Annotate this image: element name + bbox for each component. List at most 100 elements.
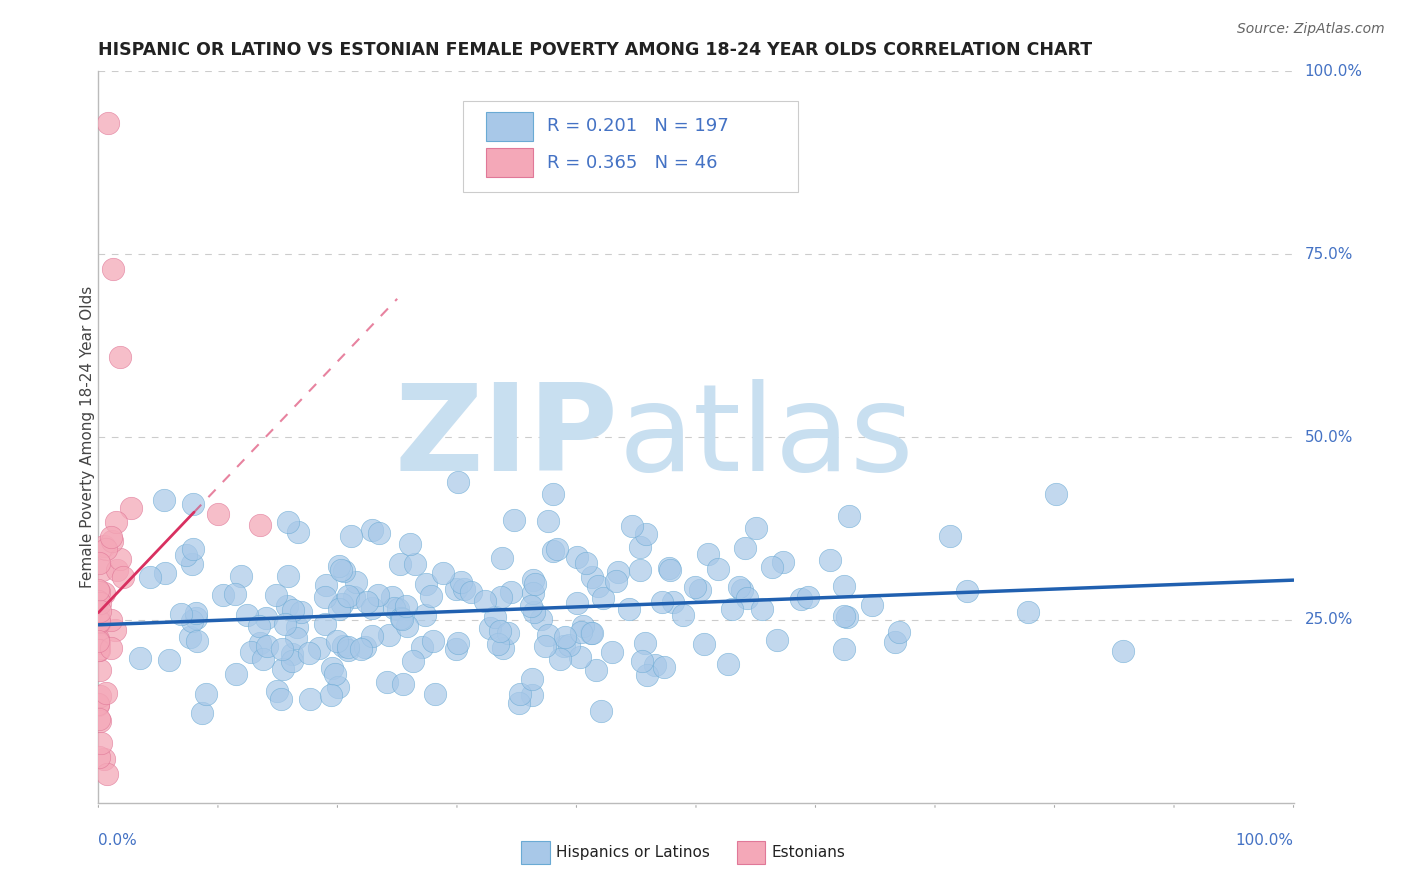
Point	[266, 588, 288, 602]
Point	[581, 626, 603, 640]
Point	[314, 590, 336, 604]
Point	[186, 611, 208, 625]
Point	[889, 624, 911, 639]
Point	[693, 638, 716, 652]
Point	[628, 564, 651, 578]
Point	[553, 640, 575, 654]
Point	[153, 493, 176, 508]
Point	[1017, 605, 1039, 619]
Point	[249, 517, 271, 532]
Point	[581, 570, 603, 584]
Point	[138, 569, 160, 583]
Point	[194, 687, 217, 701]
Point	[860, 598, 883, 612]
Point	[87, 583, 110, 598]
Point	[382, 601, 405, 615]
Point	[254, 611, 277, 625]
Point	[592, 591, 614, 606]
Point	[522, 573, 544, 587]
Point	[174, 548, 197, 562]
Point	[89, 663, 111, 677]
Point	[287, 524, 309, 539]
Point	[628, 540, 651, 554]
Point	[350, 642, 373, 657]
Point	[619, 602, 641, 616]
Point	[605, 574, 627, 589]
Point	[565, 549, 588, 564]
Point	[87, 643, 110, 657]
Point	[388, 557, 411, 571]
Point	[270, 691, 292, 706]
Text: R = 0.365   N = 46: R = 0.365 N = 46	[547, 153, 717, 172]
Text: 0.0%: 0.0%	[98, 833, 138, 848]
Point	[377, 628, 399, 642]
Point	[541, 487, 564, 501]
Point	[184, 607, 207, 621]
Point	[697, 547, 720, 561]
Point	[256, 639, 278, 653]
Point	[236, 608, 259, 623]
Point	[181, 614, 204, 628]
Point	[87, 749, 110, 764]
Point	[404, 558, 426, 572]
Point	[606, 565, 628, 579]
Point	[450, 575, 472, 590]
Text: ZIP: ZIP	[395, 378, 619, 496]
Point	[87, 594, 110, 608]
Point	[190, 706, 212, 720]
Point	[354, 640, 377, 654]
Point	[396, 619, 419, 633]
Point	[569, 649, 592, 664]
Point	[1045, 486, 1067, 500]
Text: Estonians: Estonians	[772, 845, 845, 860]
Point	[415, 607, 437, 622]
Point	[818, 553, 841, 567]
Point	[394, 599, 416, 614]
Point	[444, 642, 467, 657]
Point	[884, 635, 907, 649]
Point	[181, 558, 204, 572]
Point	[420, 589, 443, 603]
Text: 100.0%: 100.0%	[1236, 833, 1294, 848]
Point	[360, 523, 382, 537]
Point	[735, 591, 758, 605]
FancyBboxPatch shape	[463, 101, 797, 192]
Point	[600, 645, 623, 659]
Point	[381, 590, 404, 604]
Point	[565, 596, 588, 610]
Point	[717, 657, 740, 672]
Point	[212, 588, 235, 602]
Point	[179, 630, 201, 644]
Point	[522, 585, 544, 599]
Point	[391, 612, 413, 626]
Point	[938, 529, 960, 543]
Point	[225, 667, 247, 681]
Point	[104, 623, 127, 637]
Text: Hispanics or Latinos: Hispanics or Latinos	[557, 845, 710, 860]
Point	[323, 667, 346, 681]
Point	[93, 585, 115, 599]
Point	[491, 551, 513, 566]
Point	[651, 595, 673, 609]
Point	[89, 617, 111, 632]
Point	[765, 632, 787, 647]
Point	[252, 652, 274, 666]
Point	[170, 607, 193, 622]
Point	[657, 560, 679, 574]
Point	[229, 568, 252, 582]
Point	[411, 640, 433, 654]
Point	[488, 624, 510, 639]
Point	[321, 688, 343, 702]
Point	[543, 544, 565, 558]
Point	[558, 638, 581, 652]
Point	[631, 654, 654, 668]
Point	[654, 660, 676, 674]
Point	[488, 637, 510, 651]
Point	[502, 513, 524, 527]
Point	[120, 501, 142, 516]
Point	[832, 641, 855, 656]
Text: 25.0%: 25.0%	[1305, 613, 1353, 627]
Point	[89, 596, 111, 610]
FancyBboxPatch shape	[485, 148, 533, 178]
Point	[479, 621, 502, 635]
